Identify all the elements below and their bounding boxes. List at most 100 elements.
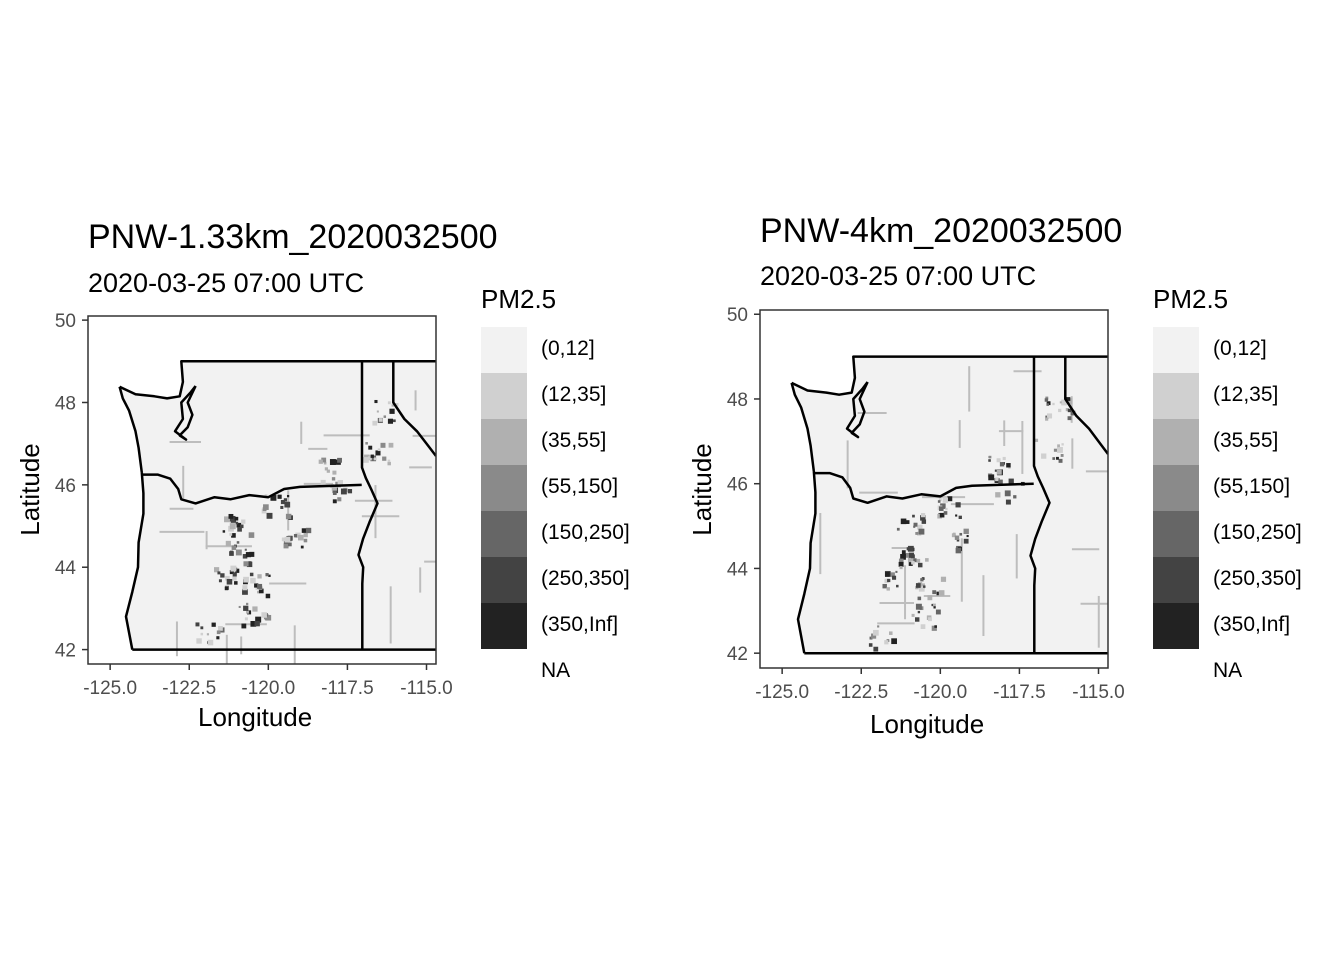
pm25-cell — [239, 524, 244, 529]
columbia-river-border — [813, 471, 1034, 505]
legend-item: (12,35] — [481, 373, 681, 419]
pm25-cell — [347, 489, 353, 494]
y-tick-label: 50 — [55, 311, 76, 332]
pm25-cell — [293, 534, 298, 538]
pm25-cell — [917, 562, 923, 568]
pm25-cell — [995, 477, 999, 482]
pm25-cell — [376, 410, 379, 413]
pm25-cell — [337, 480, 344, 486]
washington-coast — [790, 382, 816, 472]
pm25-cell — [265, 573, 269, 577]
pm25-cell — [277, 494, 282, 499]
legend-item: (35,55] — [1153, 419, 1344, 465]
pm25-cell — [1034, 438, 1039, 442]
pm25-cell — [229, 550, 234, 554]
pm25-cell — [885, 572, 890, 577]
pm25-cell — [932, 590, 937, 595]
y-tick-label: 42 — [727, 644, 748, 665]
pm25-cell — [243, 561, 249, 567]
pm25-cell — [868, 643, 873, 647]
legend-item-na: NA — [481, 649, 681, 695]
map-plot: -125.0 -122.5 -120.0 -117.5 -115.0 42 44 46 48 50 — [727, 305, 1125, 703]
pm25-cell — [387, 461, 391, 466]
pm25-cell — [890, 572, 895, 578]
pm25-cell — [1056, 446, 1063, 453]
pm25-cell — [896, 584, 899, 588]
pm25-cell — [901, 550, 906, 555]
pm25-cell — [940, 576, 947, 582]
pm25-cell — [368, 445, 373, 450]
pm25-cell — [933, 606, 936, 609]
pm25-cell — [925, 558, 929, 562]
plot-frame — [87, 315, 437, 665]
pm25-cell — [927, 595, 933, 601]
pm25-cell — [911, 613, 915, 617]
pm25-cell — [393, 419, 396, 423]
pm25-cell — [1057, 444, 1060, 448]
legend-key — [481, 465, 527, 511]
pm25-cell — [1059, 401, 1062, 404]
pm25-cell — [939, 512, 945, 518]
pm25-cell — [920, 624, 926, 629]
pm25-cell — [363, 457, 369, 463]
pm25-cell — [220, 573, 225, 578]
legend-key — [481, 327, 527, 373]
pm25-cell — [284, 536, 291, 543]
pm25-cell — [889, 631, 893, 635]
pm25-cell — [915, 532, 919, 535]
pm25-cell — [1056, 456, 1059, 460]
pm25-cell — [887, 578, 891, 583]
legend-item: (55,150] — [481, 465, 681, 511]
pm25-cell — [246, 610, 249, 614]
pm25-cell — [917, 584, 921, 588]
pm25-cell — [1065, 408, 1069, 412]
legend-label: (350,Inf] — [541, 613, 619, 636]
legend-label: (250,350] — [1213, 567, 1302, 590]
pm25-cell — [234, 516, 239, 521]
pm25-cell — [258, 588, 264, 594]
pm25-cell — [382, 456, 387, 461]
pm25-cell — [931, 625, 937, 631]
pm25-cell — [216, 630, 221, 635]
pm25-cell — [1005, 499, 1011, 505]
x-tick-label: -120.0 — [913, 682, 967, 703]
pm25-cell — [999, 462, 1005, 467]
pm25-cell — [959, 532, 963, 536]
pm25-cell — [332, 499, 337, 504]
pm25-cell — [321, 457, 327, 463]
pm25-cell — [218, 579, 222, 583]
legend-key — [481, 373, 527, 419]
legend-key — [481, 511, 527, 557]
northern-border — [791, 355, 1108, 396]
pm25-cell — [1002, 456, 1006, 461]
pm25-cell — [249, 572, 254, 577]
pm25-cell — [871, 633, 877, 639]
pm25-cell — [387, 418, 393, 424]
pm25-cell — [324, 467, 328, 471]
pm25-cell — [1045, 396, 1049, 400]
y-axis-title: Latitude — [686, 443, 717, 536]
pm25-cell — [923, 585, 926, 588]
pm25-cell — [882, 583, 887, 589]
pm25-cell — [225, 540, 231, 547]
pm25-cell — [284, 501, 291, 508]
pm25-cell — [370, 454, 374, 458]
pm25-cell — [1008, 466, 1011, 469]
pm25-cell — [934, 625, 937, 628]
pm25-cell — [257, 574, 262, 579]
oregon-coast — [124, 472, 145, 650]
pm25-cell — [377, 448, 381, 452]
pm25-cell — [1046, 401, 1051, 406]
pm25-cell — [218, 625, 223, 631]
idaho-west-border — [1029, 356, 1051, 654]
pm25-cell — [211, 622, 216, 627]
northern-border — [119, 360, 436, 400]
pm25-cell — [303, 538, 308, 543]
legend-label: (0,12] — [1213, 337, 1267, 360]
pm25-cell — [340, 488, 347, 495]
pm25-cell — [337, 497, 342, 502]
pm25-cell — [368, 456, 372, 460]
pm25-cell — [326, 469, 330, 473]
legend-label: (55,150] — [541, 475, 619, 498]
pm25-cell — [229, 569, 234, 575]
